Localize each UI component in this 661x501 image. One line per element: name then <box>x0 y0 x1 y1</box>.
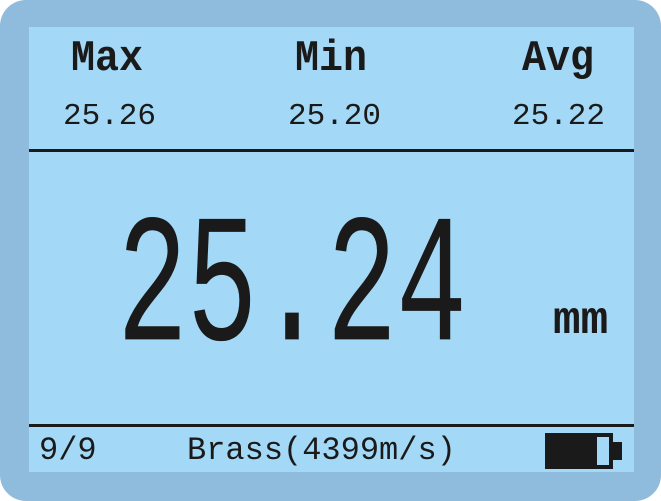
divider-bottom <box>29 424 634 427</box>
min-value: 25.20 <box>288 99 382 134</box>
min-label: Min <box>295 34 368 85</box>
thickness-reading: 25.24 <box>117 189 467 396</box>
max-label: Max <box>71 34 144 85</box>
material-velocity: Brass(4399m/s) <box>187 432 456 469</box>
lcd-screen: Max Min Avg 25.26 25.20 25.22 25.24 mm 9… <box>29 27 634 472</box>
divider-top <box>29 149 634 152</box>
measurement-count: 9/9 <box>39 432 97 469</box>
max-value: 25.26 <box>63 99 157 134</box>
avg-label: Avg <box>522 34 595 85</box>
unit-label: mm <box>553 295 609 347</box>
battery-icon <box>545 433 623 469</box>
avg-value: 25.22 <box>512 99 606 134</box>
